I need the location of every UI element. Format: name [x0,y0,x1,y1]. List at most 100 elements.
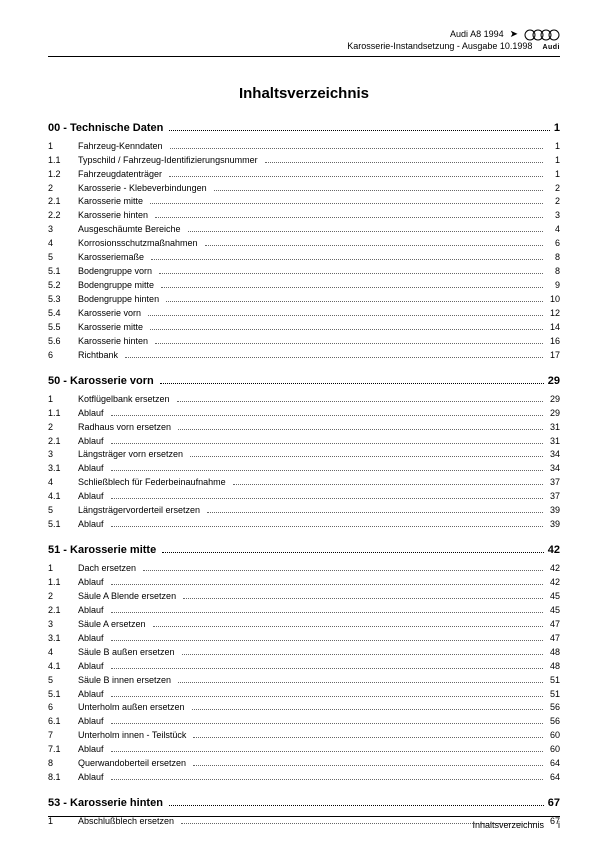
entry-page: 31 [546,435,560,449]
footer-label: Inhaltsverzeichnis [472,820,544,830]
entry-label: Korrosionsschutzmaßnahmen [78,237,202,251]
entry-num: 5.1 [48,265,78,279]
leader-dots [150,203,543,204]
leader-dots [111,415,543,416]
section-label: 50 - Karosserie vorn [48,375,154,387]
leader-dots [111,470,543,471]
entry-num: 6 [48,701,78,715]
toc-entry: 8Querwandoberteil ersetzen64 [48,757,560,771]
entry-label: Ablauf [78,604,108,618]
entry-label: Richtbank [78,349,122,363]
entry-num: 1.1 [48,154,78,168]
entry-label: Unterholm außen ersetzen [78,701,189,715]
toc-entry: 4Säule B außen ersetzen48 [48,646,560,660]
entry-num: 3.1 [48,632,78,646]
entry-label: Ablauf [78,518,108,532]
entry-page: 48 [546,660,560,674]
entry-page: 29 [546,407,560,421]
entry-label: Karosserie vorn [78,307,145,321]
entry-page: 45 [546,604,560,618]
toc-entry: 4.1Ablauf37 [48,490,560,504]
leader-dots [111,584,543,585]
toc-section: 51 - Karosserie mitte42 [48,544,560,556]
toc-entry: 3Längsträger vorn ersetzen34 [48,448,560,462]
leader-dots [143,570,543,571]
leader-dots [111,696,543,697]
leader-dots [169,130,550,131]
entry-num: 3 [48,448,78,462]
leader-dots [170,148,543,149]
section-page: 1 [554,122,560,134]
entry-page: 31 [546,421,560,435]
toc-entry: 5Säule B innen ersetzen 51 [48,674,560,688]
entry-label: Ablauf [78,462,108,476]
leader-dots [214,190,543,191]
entry-page: 39 [546,504,560,518]
entry-page: 39 [546,518,560,532]
entry-page: 60 [546,729,560,743]
entry-page: 51 [546,674,560,688]
leader-dots [169,805,544,806]
leader-dots [161,287,543,288]
toc-entry: 5.1Bodengruppe vorn8 [48,265,560,279]
entry-label: Ablauf [78,435,108,449]
entry-label: Karosserie mitte [78,195,147,209]
leader-dots [125,357,543,358]
toc-entry: 1.1Ablauf42 [48,576,560,590]
entry-num: 5.1 [48,518,78,532]
leader-dots [159,273,543,274]
entry-num: 5 [48,674,78,688]
entry-label: Säule B außen ersetzen [78,646,179,660]
toc-entry: 1Fahrzeug-Kenndaten1 [48,140,560,154]
entry-page: 10 [546,293,560,307]
toc-entry: 2Säule A Blende ersetzen45 [48,590,560,604]
leader-dots [111,526,543,527]
toc-entry: 5.6Karosserie hinten16 [48,335,560,349]
leader-dots [192,709,543,710]
leader-dots [182,654,543,655]
leader-dots [183,598,543,599]
toc-entry: 1.1Ablauf29 [48,407,560,421]
leader-dots [178,429,543,430]
entry-num: 2.1 [48,604,78,618]
toc-entry: 5.4Karosserie vorn12 [48,307,560,321]
toc-entry: 3Ausgeschäumte Bereiche4 [48,223,560,237]
entry-num: 5.5 [48,321,78,335]
toc-section: 50 - Karosserie vorn29 [48,375,560,387]
entry-page: 3 [546,209,560,223]
leader-dots [166,301,543,302]
entry-label: Querwandoberteil ersetzen [78,757,190,771]
footer-page: i [558,820,560,830]
entry-label: Längsträgervorderteil ersetzen [78,504,204,518]
audi-logo-icon [524,29,560,41]
leader-dots [111,498,543,499]
leader-dots [155,217,543,218]
entry-label: Säule B innen ersetzen [78,674,175,688]
entry-page: 2 [546,182,560,196]
entry-label: Fahrzeugdatenträger [78,168,166,182]
entry-page: 47 [546,618,560,632]
leader-dots [151,259,543,260]
toc-entry: 5.5Karosserie mitte14 [48,321,560,335]
entry-label: Bodengruppe mitte [78,279,158,293]
entry-page: 14 [546,321,560,335]
entry-label: Schließblech für Federbeinaufnahme [78,476,230,490]
entry-num: 5.6 [48,335,78,349]
entry-page: 51 [546,688,560,702]
toc-entry: 7.1Ablauf60 [48,743,560,757]
toc-entry: 8.1Ablauf64 [48,771,560,785]
entry-num: 7 [48,729,78,743]
toc-entry: 3.1Ablauf34 [48,462,560,476]
entry-page: 56 [546,715,560,729]
leader-dots [265,162,543,163]
header-subtitle: Karosserie-Instandsetzung - Ausgabe 10.1… [48,41,560,53]
entry-num: 5.2 [48,279,78,293]
leader-dots [207,512,543,513]
entry-num: 2.2 [48,209,78,223]
leader-dots [205,245,543,246]
entry-label: Ablauf [78,632,108,646]
leader-dots [150,329,543,330]
entry-page: 17 [546,349,560,363]
entry-label: Ablauf [78,490,108,504]
arrow-icon: ➤ [510,28,518,41]
